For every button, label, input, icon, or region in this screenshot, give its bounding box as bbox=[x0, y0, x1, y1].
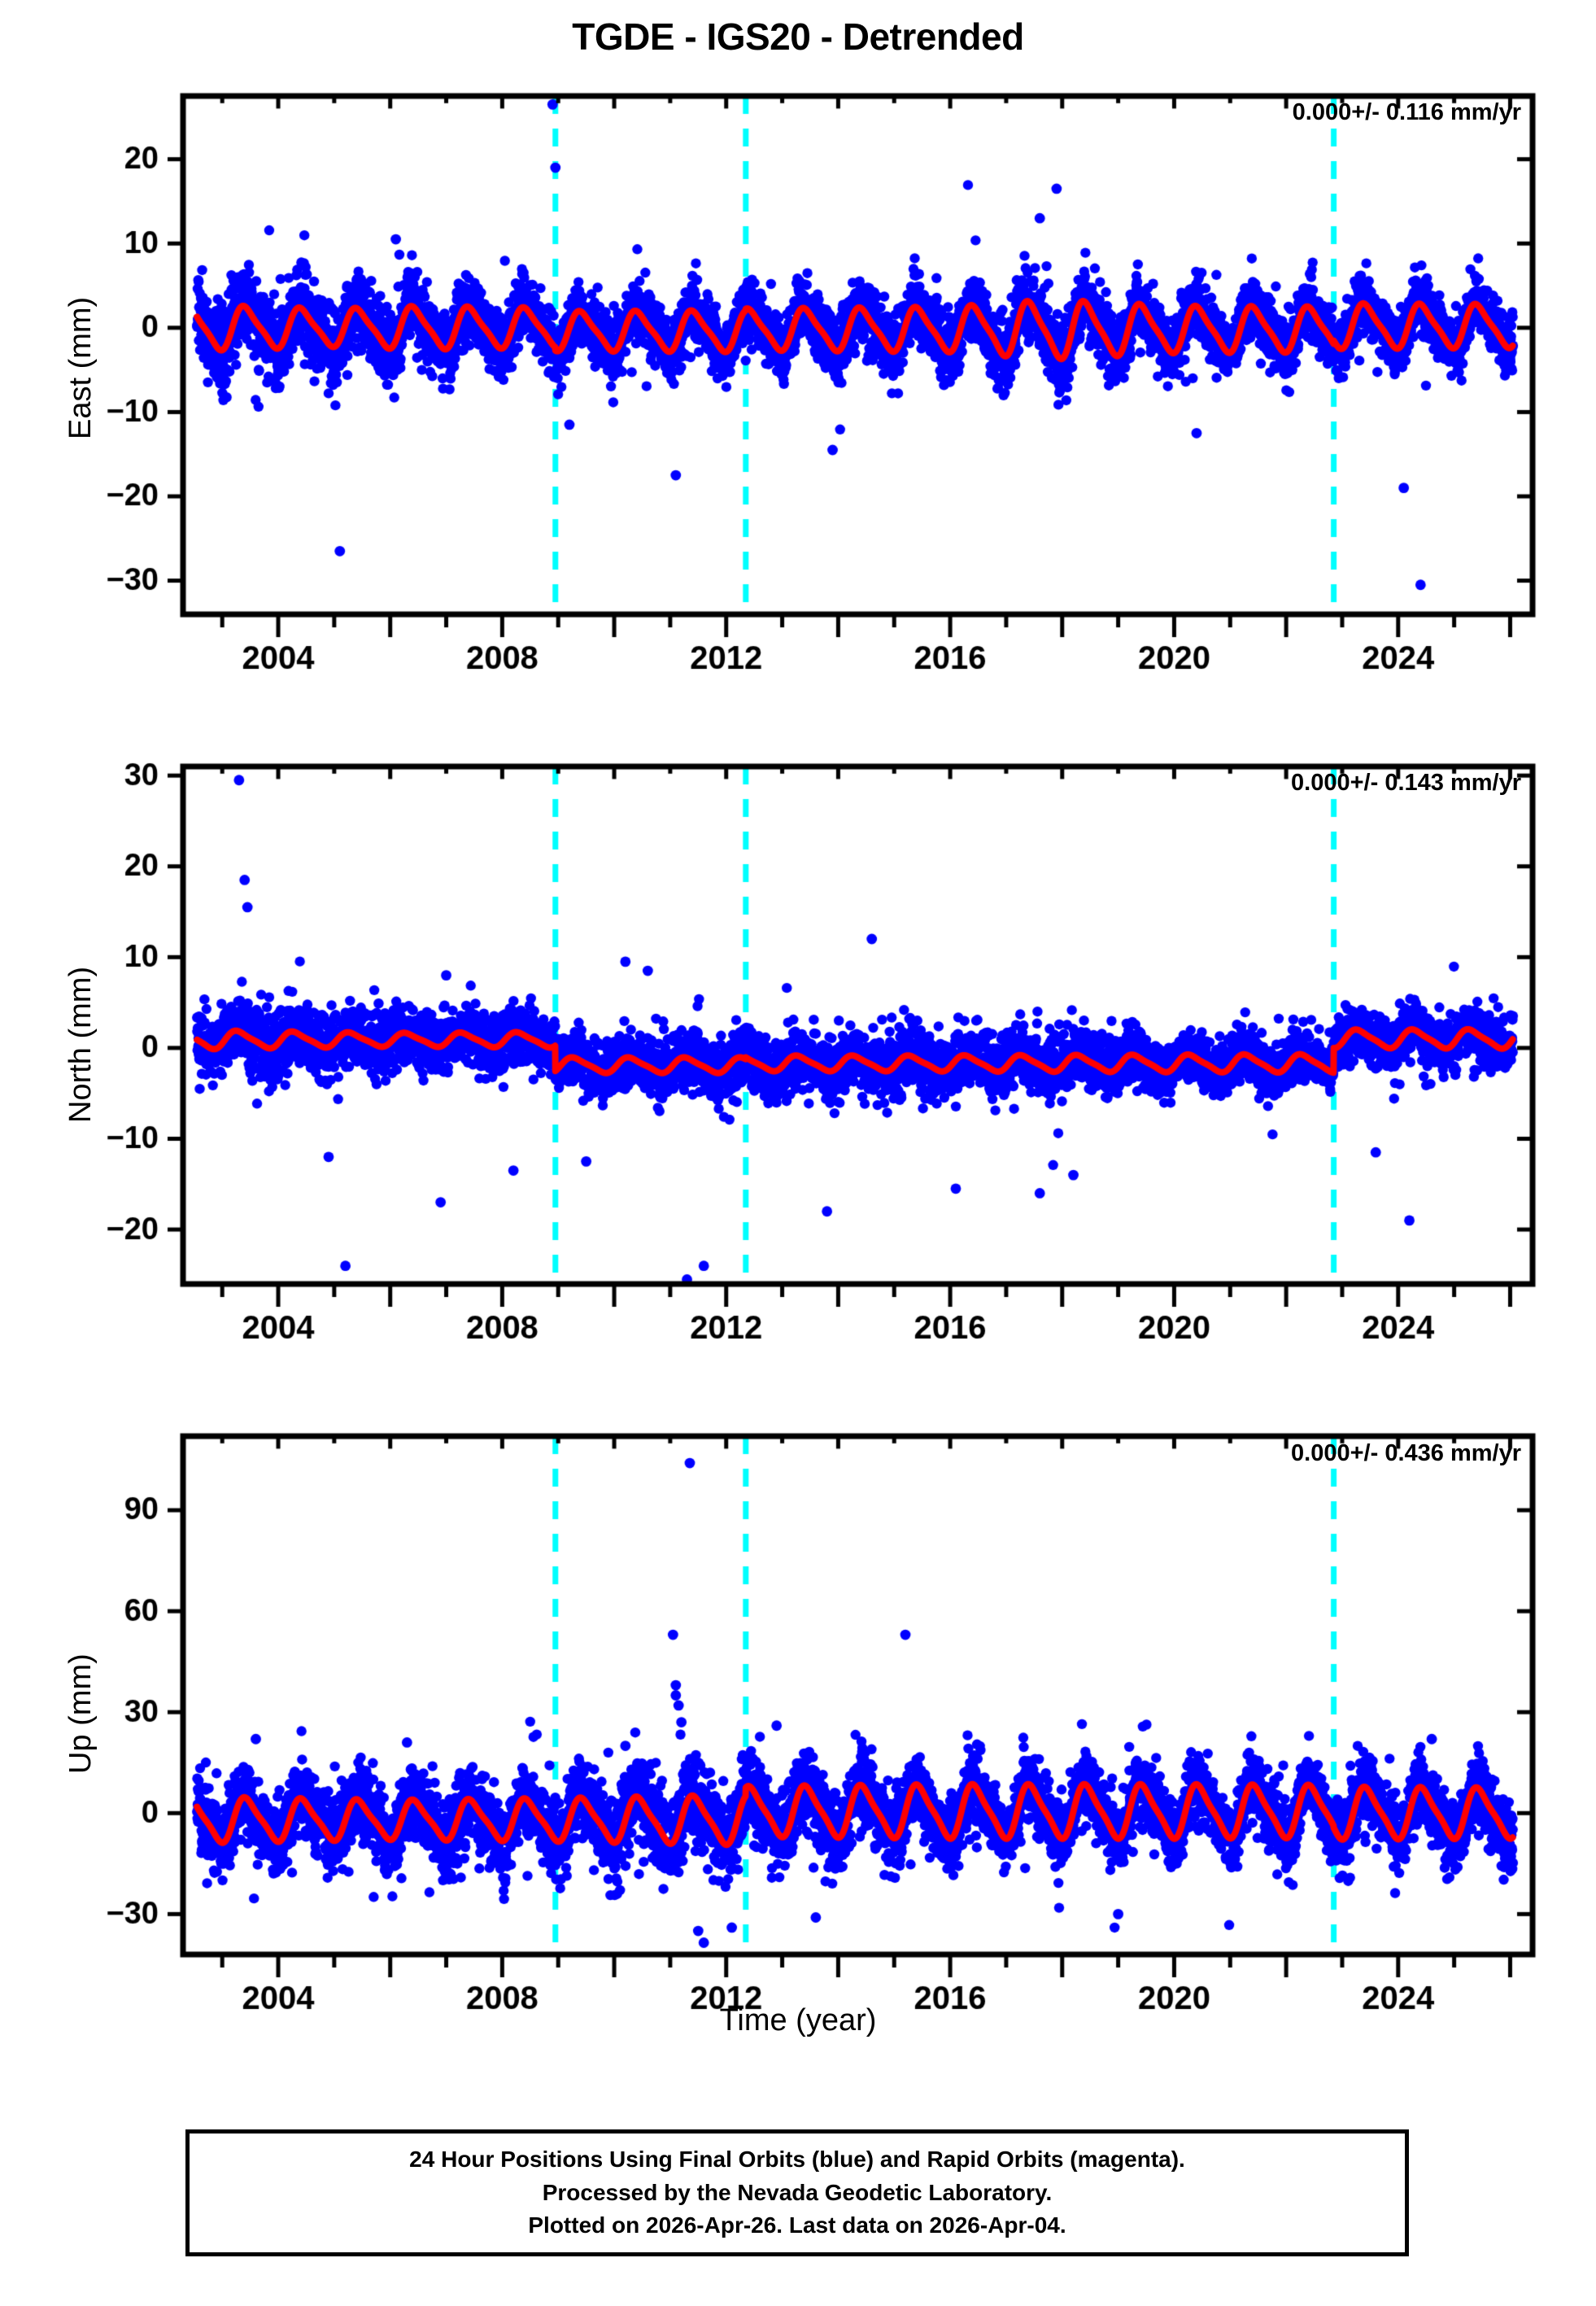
page-title: TGDE - IGS20 - Detrended bbox=[572, 15, 1024, 58]
rate-annotation-up: 0.000+/- 0.436 mm/yr bbox=[1291, 1440, 1521, 1466]
x-axis-label: Time (year) bbox=[719, 2003, 877, 2037]
footer-line-3: Plotted on 2026-Apr-26. Last data on 202… bbox=[528, 2212, 1066, 2238]
y-axis-label-east: East (mm) bbox=[63, 296, 98, 439]
footer-line-1: 24 Hour Positions Using Final Orbits (bl… bbox=[409, 2147, 1185, 2173]
rate-annotation-east: 0.000+/- 0.116 mm/yr bbox=[1292, 99, 1521, 125]
rate-annotation-north: 0.000+/- 0.143 mm/yr bbox=[1291, 770, 1521, 796]
footer-caption-box: 24 Hour Positions Using Final Orbits (bl… bbox=[185, 2129, 1409, 2256]
footer-line-2: Processed by the Nevada Geodetic Laborat… bbox=[542, 2179, 1053, 2205]
y-axis-label-up: Up (mm) bbox=[63, 1653, 98, 1774]
y-axis-label-north: North (mm) bbox=[63, 966, 98, 1123]
